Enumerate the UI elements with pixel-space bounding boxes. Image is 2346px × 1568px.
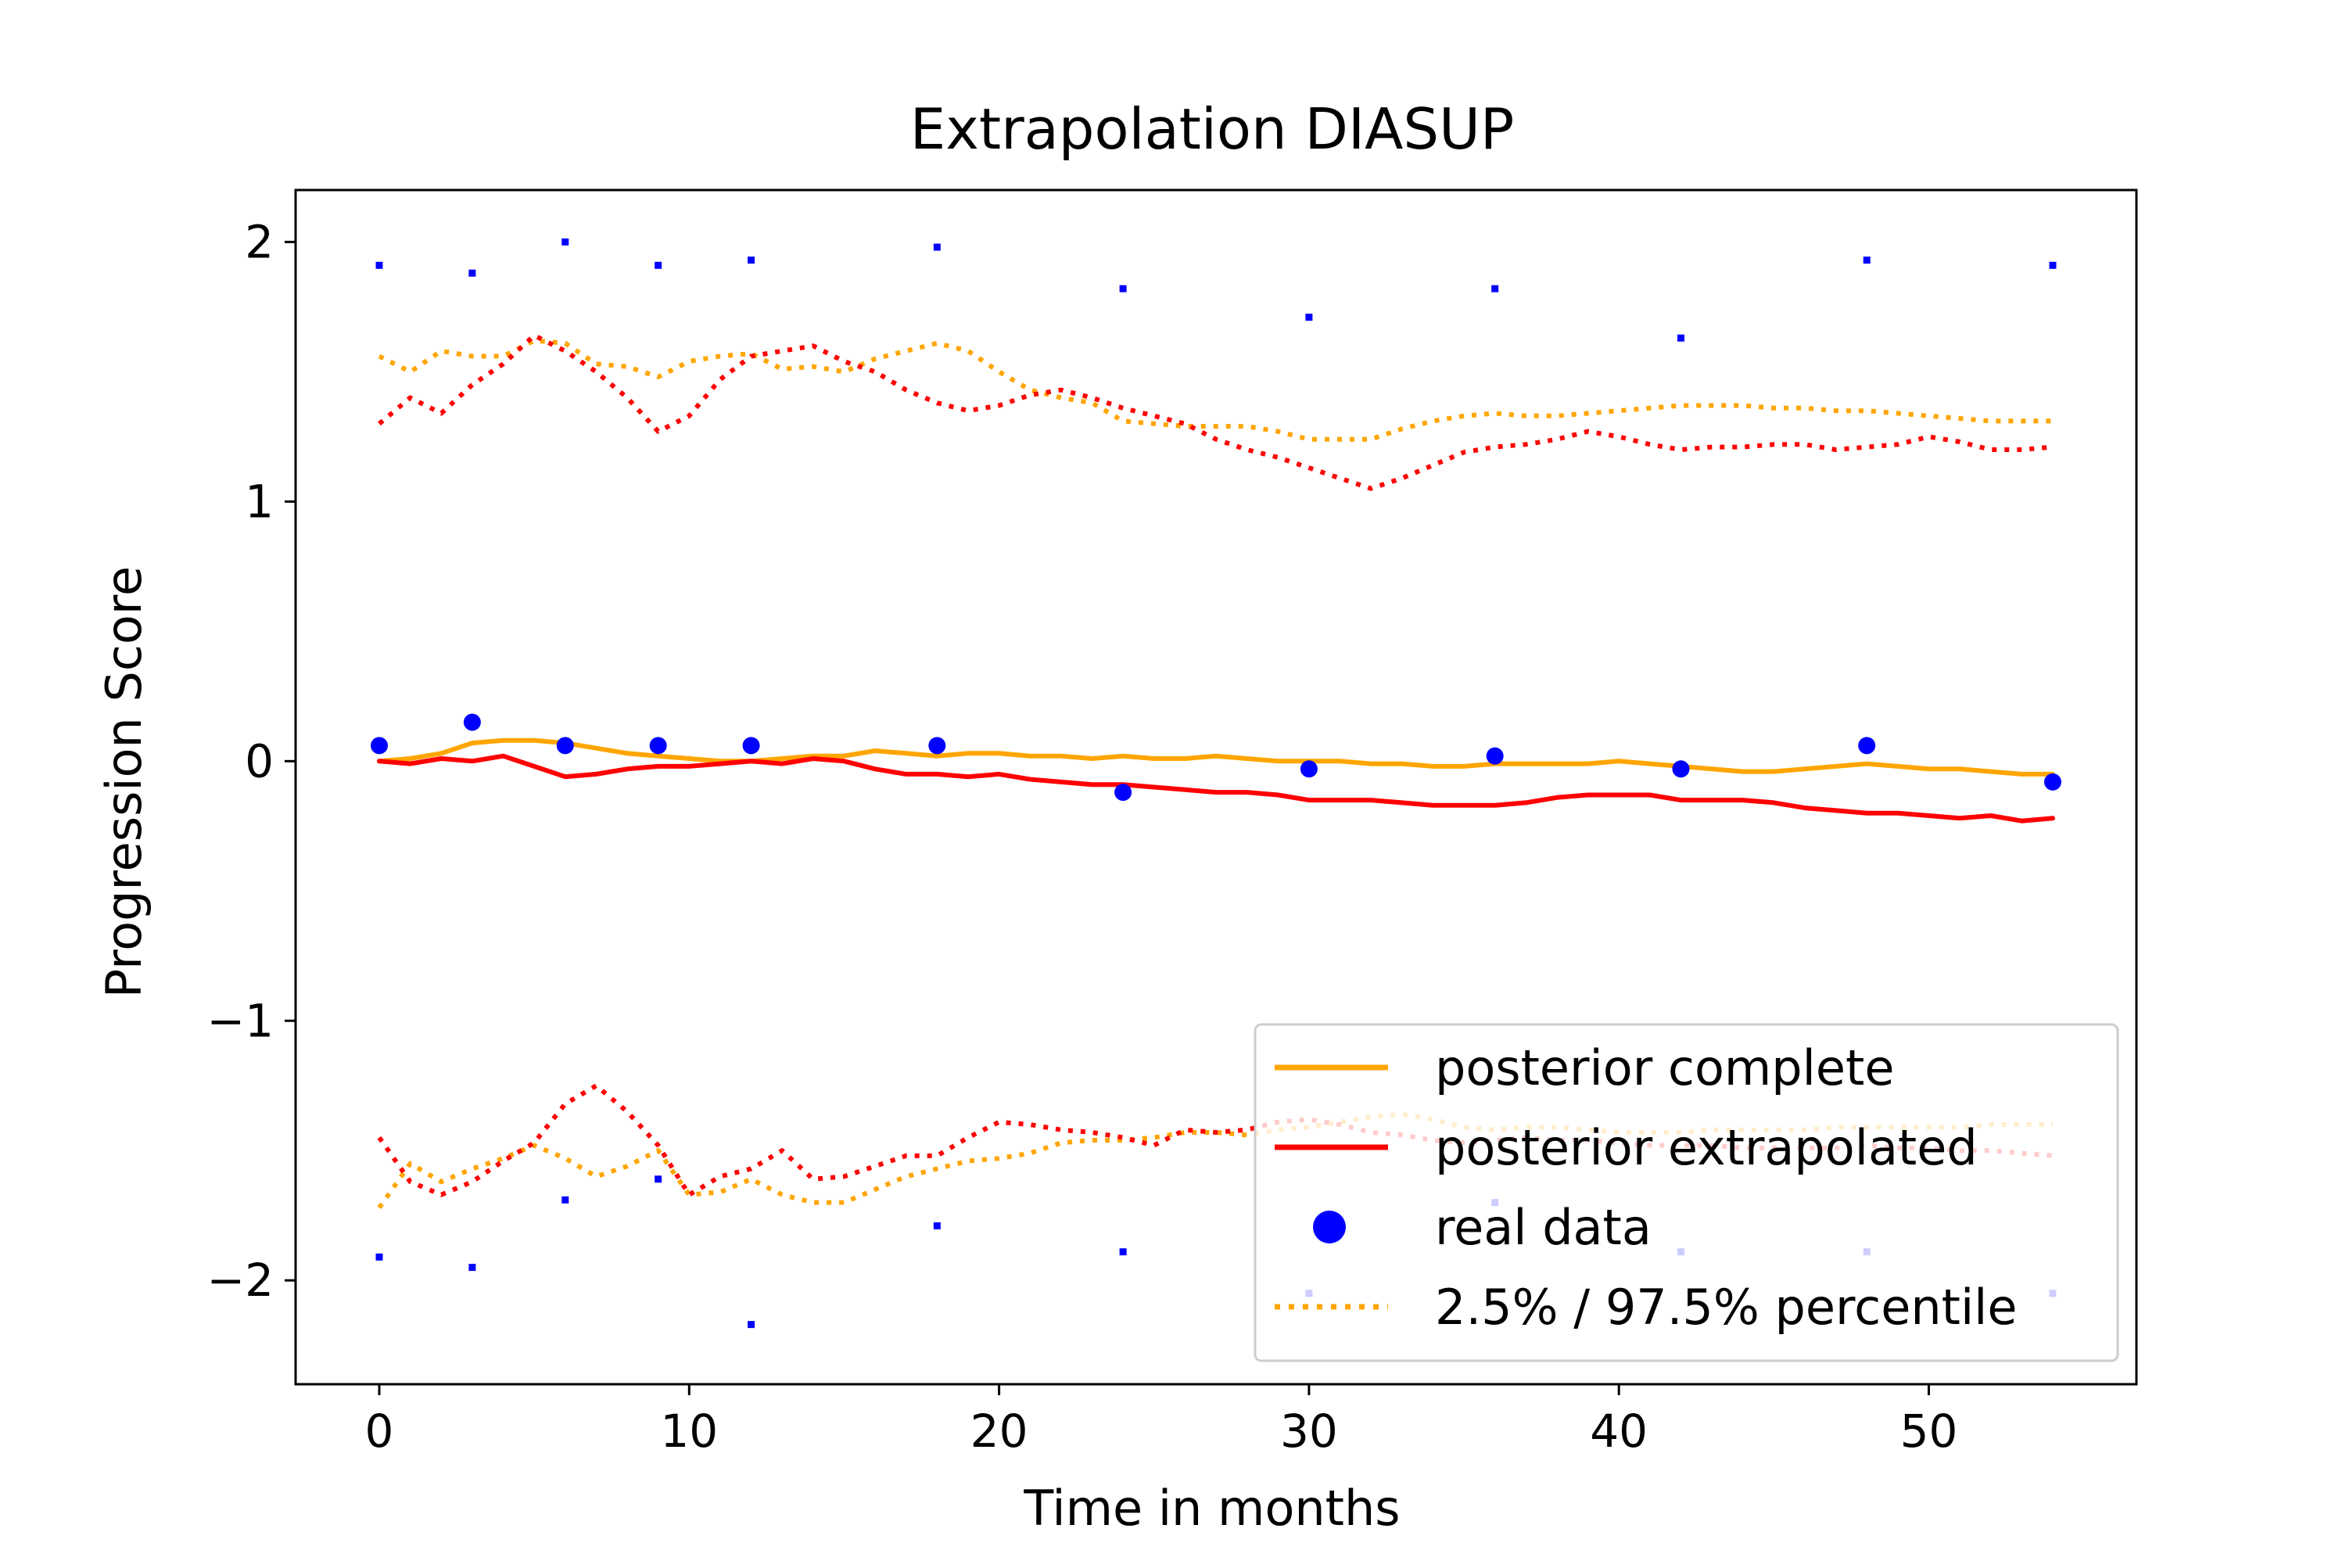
- 2-5-97-5-percentile-upper-line: [378, 338, 2053, 442]
- data-point-small: [1491, 285, 1499, 292]
- data-point-small: [2049, 261, 2057, 269]
- y-tick-label: −2: [207, 1254, 274, 1307]
- data-point-small: [561, 1196, 569, 1204]
- y-tick-label: 0: [245, 734, 274, 788]
- data-point-small: [375, 1253, 383, 1261]
- y-tick-label: 2: [245, 215, 274, 268]
- data-point: [1114, 784, 1132, 802]
- x-tick-label: 10: [660, 1405, 718, 1458]
- legend-swatch-real-data: [1313, 1211, 1346, 1243]
- data-point: [2044, 773, 2061, 791]
- x-tick-label: 40: [1590, 1405, 1648, 1458]
- legend-label-posterior-complete: posterior complete: [1435, 1039, 1895, 1096]
- data-point-small: [1119, 285, 1127, 292]
- data-point: [1672, 760, 1690, 778]
- legend-box: [1254, 1023, 2119, 1362]
- data-point-small: [748, 257, 755, 264]
- x-tick-label: 50: [1900, 1405, 1958, 1458]
- legend: posterior complete posterior extrapolated…: [1254, 1023, 2119, 1362]
- data-point-small: [933, 243, 941, 251]
- x-tick-label: 0: [365, 1405, 394, 1458]
- x-tick-label: 30: [1280, 1405, 1338, 1458]
- data-point: [556, 737, 574, 755]
- legend-label-2-5-97-5-percentile: 2.5% / 97.5% percentile: [1435, 1279, 2018, 1336]
- data-point-small: [1863, 257, 1871, 264]
- data-point-small: [1677, 334, 1684, 342]
- data-point-small: [468, 269, 476, 277]
- posterior-complete-mean-line: [377, 737, 2055, 777]
- y-tick-label: 1: [245, 475, 274, 528]
- data-point: [463, 713, 481, 731]
- plot-area: [371, 238, 2061, 1329]
- data-point: [742, 737, 760, 755]
- unlabeled-upper_points-markers: [375, 238, 2057, 342]
- legend-label-real-data: real data: [1435, 1199, 1652, 1256]
- y-axis-label: Progression Score: [95, 566, 152, 998]
- y-tick-label: −1: [207, 994, 274, 1047]
- data-point-small: [1119, 1248, 1127, 1256]
- x-axis-label: Time in months: [1023, 1480, 1400, 1537]
- unlabeled-upper-line: [378, 332, 2054, 491]
- posterior-extrapolated-mean-line: [377, 753, 2055, 823]
- data-point: [1858, 737, 1876, 755]
- data-point: [928, 737, 946, 755]
- data-point-small: [655, 1175, 662, 1183]
- data-point-small: [561, 238, 569, 246]
- data-point-small: [468, 1264, 476, 1272]
- data-point: [1300, 760, 1318, 778]
- legend-label-posterior-extrapolated: posterior extrapolated: [1435, 1119, 1978, 1176]
- chart-title: Extrapolation DIASUP: [910, 96, 1515, 162]
- data-point: [649, 737, 667, 755]
- data-point-small: [375, 261, 383, 269]
- real-data-mean_points-markers: [371, 713, 2061, 802]
- data-point: [1486, 747, 1504, 765]
- x-tick-label: 20: [970, 1405, 1028, 1458]
- axes-frame: [294, 188, 2138, 1386]
- data-point-small: [748, 1321, 755, 1329]
- data-point-small: [933, 1222, 941, 1230]
- data-point-small: [655, 261, 662, 269]
- 2-5-97-5-percentile-lower-line: [377, 1111, 2053, 1210]
- data-point-small: [1305, 314, 1313, 321]
- data-point: [371, 737, 388, 755]
